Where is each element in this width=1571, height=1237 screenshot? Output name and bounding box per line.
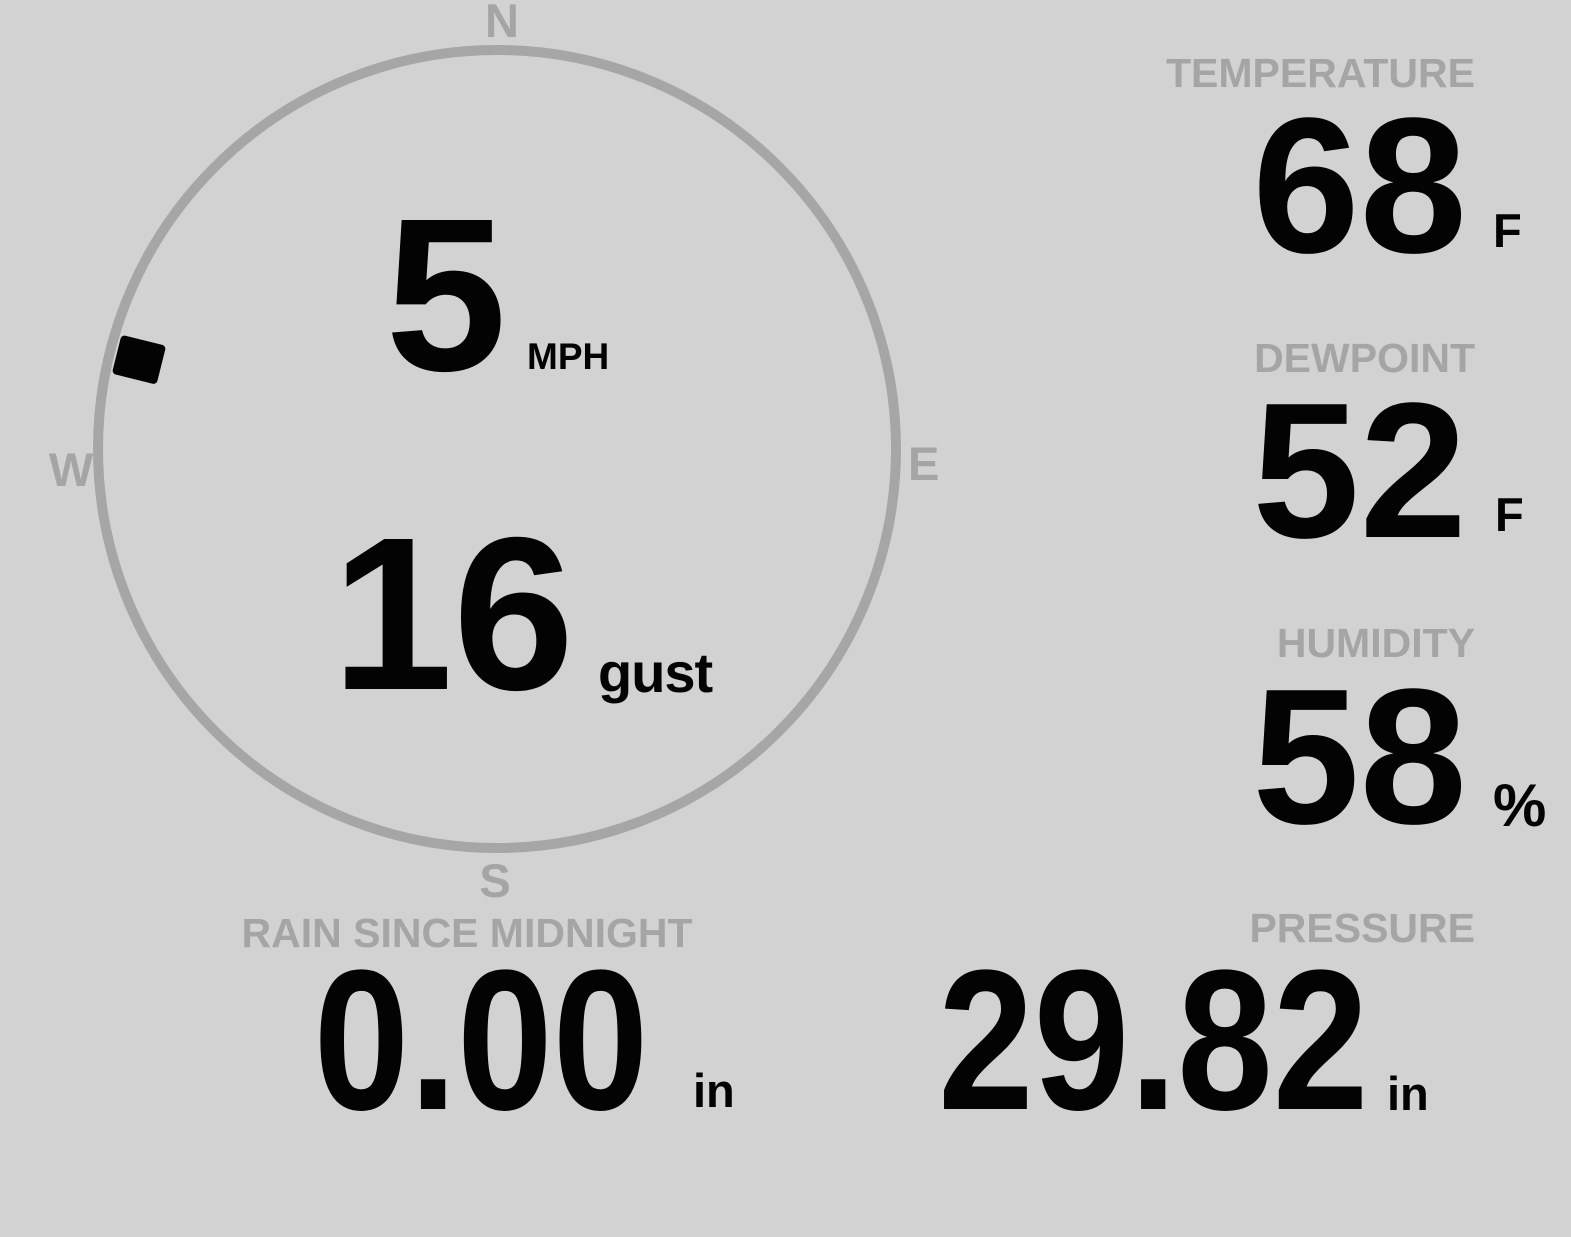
compass-tick-ne xyxy=(781,169,806,195)
humidity-unit: % xyxy=(1493,772,1547,839)
temperature-label: TEMPERATURE xyxy=(1165,50,1475,96)
compass-label-south: S xyxy=(479,854,511,907)
compass-tick-nw xyxy=(188,169,213,195)
wind-direction-marker-icon xyxy=(112,335,166,384)
compass-tick-sw xyxy=(188,703,213,729)
compass-ring xyxy=(93,45,901,853)
wind-speed-unit: MPH xyxy=(527,336,610,377)
temperature-unit: F xyxy=(1493,204,1522,257)
dewpoint-label: DEWPOINT xyxy=(1254,335,1475,381)
humidity-value: 58 xyxy=(1252,648,1467,864)
pressure-unit: in xyxy=(1387,1067,1429,1120)
wind-gust-label: gust xyxy=(598,641,713,704)
dewpoint-value: 52 xyxy=(1252,362,1467,578)
wind-gust-value: 16 xyxy=(331,493,575,736)
temperature-value: 68 xyxy=(1252,77,1467,293)
compass-label-west: W xyxy=(48,443,94,496)
rain-unit: in xyxy=(693,1064,735,1117)
wind-speed-value: 5 xyxy=(385,174,507,417)
humidity-label: HUMIDITY xyxy=(1276,620,1475,666)
compass-label-north: N xyxy=(485,0,519,47)
rain-label: RAIN SINCE MIDNIGHT xyxy=(241,910,693,956)
compass-label-east: E xyxy=(908,437,940,490)
compass-tick-se xyxy=(781,703,806,729)
wind-compass-gauge xyxy=(93,45,901,853)
pressure-value: 29.82 xyxy=(937,929,1368,1152)
rain-value: 0.00 xyxy=(313,929,649,1152)
dewpoint-unit: F xyxy=(1495,488,1524,541)
pressure-label: PRESSURE xyxy=(1249,905,1475,951)
